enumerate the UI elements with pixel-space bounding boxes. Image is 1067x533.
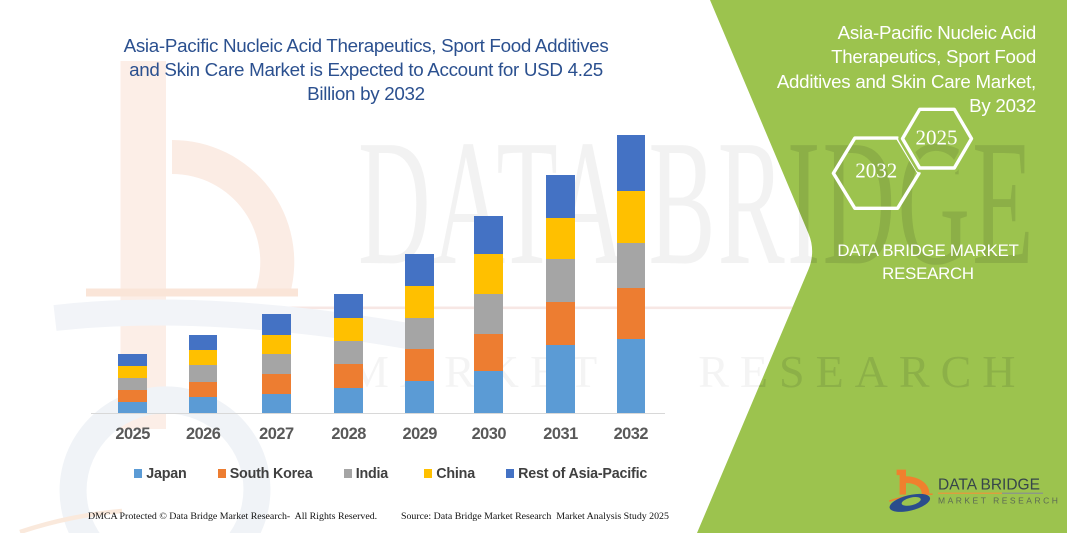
svg-text:DATA BRIDGE: DATA BRIDGE [938, 477, 1040, 494]
svg-text:2025: 2025 [916, 125, 958, 149]
svg-text:2032: 2032 [855, 159, 897, 183]
svg-text:MARKET RESEARCH: MARKET RESEARCH [938, 496, 1060, 506]
